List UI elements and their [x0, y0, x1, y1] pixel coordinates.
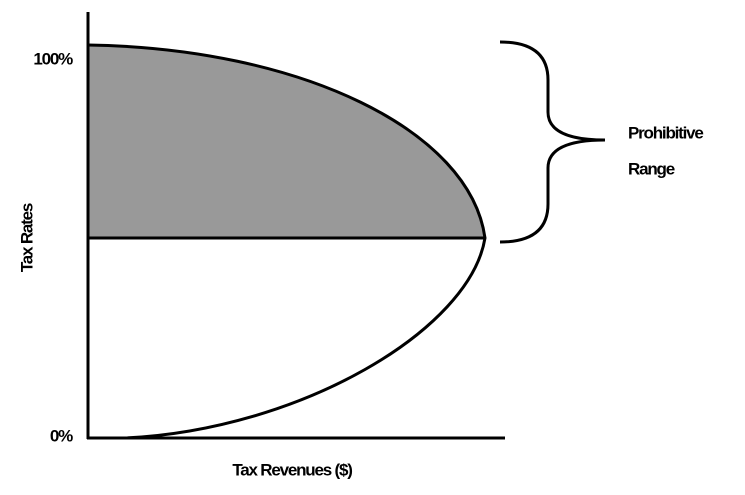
prohibitive-area: [88, 45, 485, 238]
y-axis-title: Tax Rates: [17, 203, 36, 272]
x-axis-title: Tax Revenues ($): [232, 460, 352, 479]
bottom-label: 0%: [50, 426, 73, 445]
top-label: 100%: [33, 49, 73, 68]
brace: [499, 40, 606, 244]
annotation-line: Prohibitive: [628, 123, 703, 142]
annotation-line: Range: [628, 159, 675, 178]
